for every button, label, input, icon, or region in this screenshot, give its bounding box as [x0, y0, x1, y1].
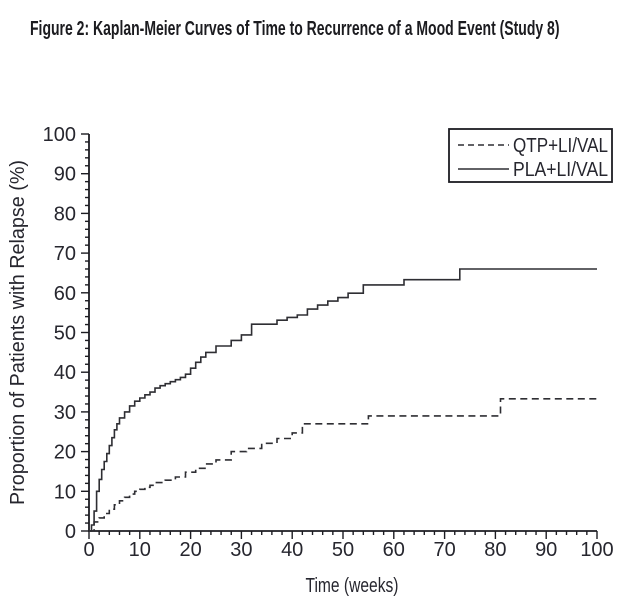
x-axis-tick-labels: 0 10 20 30 40 50 60 70 80 90 100 [83, 539, 613, 561]
svg-text:70: 70 [433, 539, 455, 561]
svg-text:80: 80 [54, 203, 76, 225]
svg-text:0: 0 [83, 539, 94, 561]
tick-marks [81, 133, 598, 539]
svg-text:PLA+LI/VAL: PLA+LI/VAL [513, 159, 608, 181]
svg-text:40: 40 [54, 362, 76, 384]
svg-text:30: 30 [54, 402, 76, 424]
legend-item-qtp-li-val: QTP+LI/VAL [458, 135, 608, 157]
y-axis-tick-labels: 0 10 20 30 40 50 60 70 80 90 100 [43, 124, 76, 543]
svg-text:20: 20 [54, 442, 76, 464]
svg-text:10: 10 [54, 481, 76, 503]
svg-text:90: 90 [535, 539, 557, 561]
legend-item-pla-li-val: PLA+LI/VAL [458, 159, 608, 181]
series-line-pla-li-val [89, 268, 597, 532]
svg-text:50: 50 [332, 539, 354, 561]
svg-text:90: 90 [54, 164, 76, 186]
y-axis-label: Proportion of Patients with Relapse (%) [7, 160, 29, 505]
figure-title: Figure 2: Kaplan-Meier Curves of Time to… [30, 18, 560, 40]
svg-text:80: 80 [484, 539, 506, 561]
svg-text:0: 0 [65, 521, 76, 543]
axes [88, 134, 597, 532]
svg-text:100: 100 [580, 539, 613, 561]
svg-text:60: 60 [383, 539, 405, 561]
svg-text:100: 100 [43, 124, 76, 146]
svg-text:20: 20 [179, 539, 201, 561]
svg-text:40: 40 [281, 539, 303, 561]
svg-text:30: 30 [230, 539, 252, 561]
series-line-qtp-li-val [89, 398, 597, 532]
x-axis-label: Time (weeks) [306, 575, 399, 597]
svg-text:70: 70 [54, 243, 76, 265]
svg-text:60: 60 [54, 283, 76, 305]
svg-text:QTP+LI/VAL: QTP+LI/VAL [513, 135, 608, 157]
svg-text:10: 10 [129, 539, 151, 561]
svg-text:50: 50 [54, 323, 76, 345]
